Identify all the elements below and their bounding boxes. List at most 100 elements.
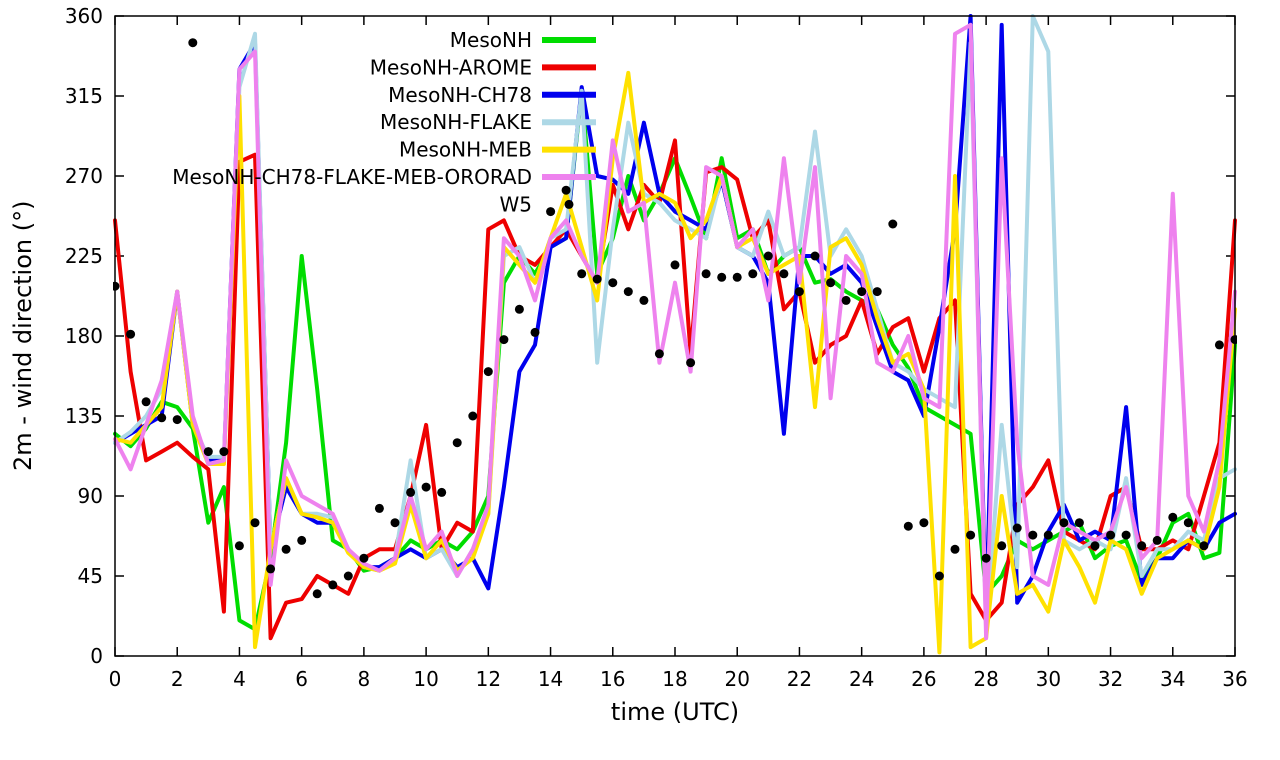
y-tick-label: 225 (65, 244, 103, 268)
y-axis-title: 2m - wind direction (°) (9, 200, 37, 472)
plot-border (114, 15, 1236, 657)
y-tick-label: 135 (65, 404, 103, 428)
data-point (126, 329, 136, 339)
x-tick-label: 14 (538, 667, 563, 691)
data-point (966, 530, 976, 540)
x-tick-label: 6 (295, 667, 308, 691)
data-point (452, 438, 462, 448)
data-point (903, 521, 913, 531)
data-point (343, 571, 353, 581)
data-point (623, 287, 633, 297)
data-point (250, 518, 260, 528)
data-point (359, 553, 369, 563)
data-point (686, 358, 696, 368)
data-point (639, 295, 649, 305)
data-point (499, 335, 509, 345)
data-point (981, 553, 991, 563)
data-point (950, 544, 960, 554)
x-tick-label: 2 (171, 667, 184, 691)
y-tick-label: 45 (78, 564, 103, 588)
y-tick-label: 270 (65, 164, 103, 188)
data-point (219, 447, 229, 457)
x-tick-label: 12 (476, 667, 501, 691)
series-line-mesonh-meb (113, 70, 1237, 655)
data-point (172, 415, 182, 425)
data-point (406, 487, 416, 497)
x-tick-label: 0 (109, 667, 122, 691)
legend-label-mesonh-ch78: MesoNH-CH78 (388, 83, 532, 107)
data-point (1106, 530, 1116, 540)
data-point (1199, 541, 1209, 551)
data-point (841, 295, 851, 305)
data-point (203, 447, 213, 457)
data-point (1028, 530, 1038, 540)
data-point (390, 518, 400, 528)
series-layer (113, 14, 1237, 655)
data-point (763, 251, 773, 261)
x-tick-label: 20 (724, 667, 749, 691)
data-point (1168, 512, 1178, 522)
legend-label-mesonh-flake: MesoNH-FLAKE (380, 110, 532, 134)
data-point (701, 269, 711, 279)
data-point (794, 287, 804, 297)
x-tick-label: 22 (787, 667, 812, 691)
data-point (1012, 523, 1022, 533)
legend-label-w5: W5 (500, 192, 533, 216)
data-point (1121, 530, 1131, 540)
data-point (826, 278, 836, 288)
data-point (857, 287, 867, 297)
x-tick-label: 36 (1222, 667, 1247, 691)
data-point (934, 571, 944, 581)
data-point (483, 367, 493, 377)
series-line-mesonh-ch78-flake-meb-ororad (113, 22, 1237, 641)
data-point (732, 272, 742, 282)
x-tick-label: 8 (358, 667, 371, 691)
data-point (328, 580, 338, 590)
data-point (421, 482, 431, 492)
data-point (1152, 535, 1162, 545)
y-tick-label: 315 (65, 84, 103, 108)
data-point (1043, 530, 1053, 540)
data-point (561, 185, 571, 195)
legend-label-mesonh: MesoNH (450, 28, 532, 52)
data-point (748, 269, 758, 279)
x-tick-label: 18 (662, 667, 687, 691)
y-tick-label: 180 (65, 324, 103, 348)
data-point (577, 269, 587, 279)
data-point (297, 535, 307, 545)
x-tick-label: 10 (413, 667, 438, 691)
x-tick-label: 30 (1036, 667, 1061, 691)
x-tick-label: 16 (600, 667, 625, 691)
y-tick-label: 0 (90, 644, 103, 668)
data-point (312, 589, 322, 599)
data-point (374, 503, 384, 513)
data-point (266, 564, 276, 574)
data-point (592, 274, 602, 284)
legend-sample-w5 (564, 199, 574, 209)
data-point (810, 251, 820, 261)
data-point (779, 269, 789, 279)
data-point (1090, 541, 1100, 551)
data-point (141, 397, 151, 407)
data-point (437, 487, 447, 497)
data-point (1137, 541, 1147, 551)
data-point (188, 38, 198, 48)
x-tick-label: 26 (911, 667, 936, 691)
data-point (234, 541, 244, 551)
data-point (654, 349, 664, 359)
data-point (1214, 340, 1224, 350)
series-points-w5 (113, 38, 1237, 599)
data-point (872, 287, 882, 297)
axis-ticks (114, 15, 1236, 657)
data-point (530, 327, 540, 337)
data-point (1183, 518, 1193, 528)
data-point (888, 219, 898, 229)
series-line-mesonh-arome (113, 138, 1237, 641)
y-tick-label: 360 (65, 4, 103, 28)
x-tick-label: 32 (1098, 667, 1123, 691)
tick-labels: 0 2 4 6 8 10 12 14 16 18 20 22 24 26 28 30 32 34 360459013… (65, 4, 1248, 691)
data-point (1059, 518, 1069, 528)
data-point (608, 278, 618, 288)
